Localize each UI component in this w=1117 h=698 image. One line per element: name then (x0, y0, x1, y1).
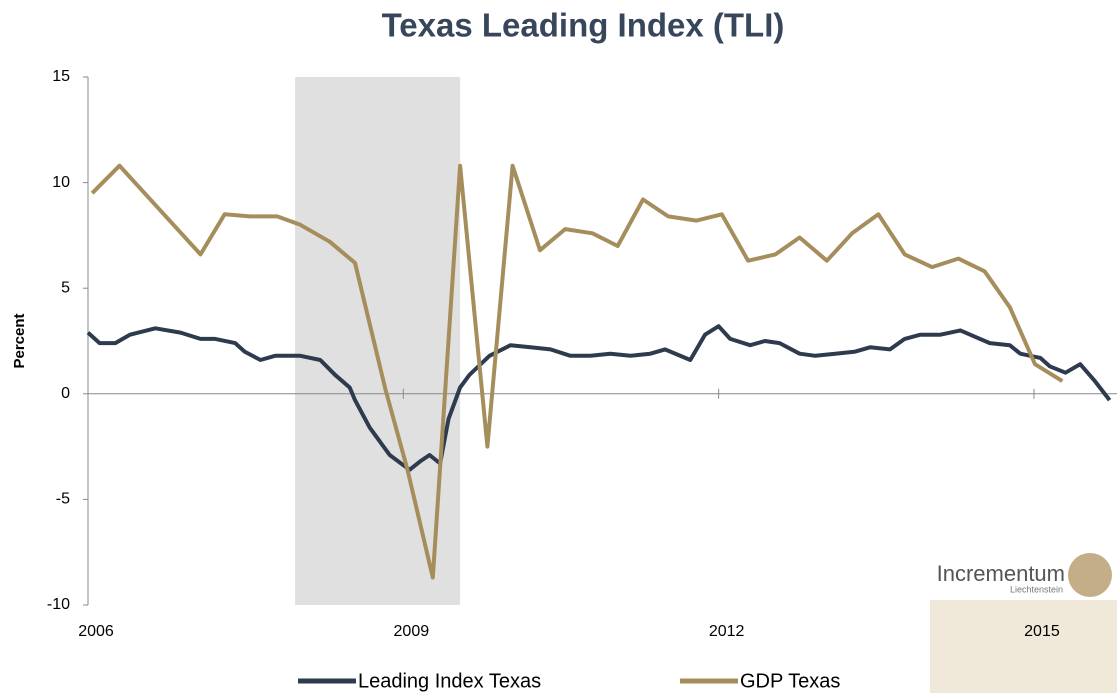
x-tick-label: 2006 (78, 623, 114, 640)
y-tick-label: 15 (52, 68, 70, 85)
y-tick-label: 5 (61, 279, 70, 296)
chart-title: Texas Leading Index (TLI) (382, 7, 785, 44)
watermark-name: Incrementum (937, 561, 1065, 586)
y-tick-label: -10 (47, 596, 70, 613)
watermark-tree (1068, 553, 1112, 597)
watermark-texture (930, 600, 1117, 693)
legend-label: Leading Index Texas (358, 670, 541, 692)
y-tick-label: 10 (52, 174, 70, 191)
line-series (92, 166, 1062, 578)
line-series (88, 326, 1110, 470)
x-tick-label: 2012 (709, 623, 745, 640)
y-tick-label: -5 (56, 491, 70, 508)
chart: Texas Leading Index (TLI) Percent Increm… (0, 0, 1117, 693)
x-tick-label: 2015 (1024, 623, 1060, 640)
x-tick-label: 2009 (394, 623, 430, 640)
legend-label: GDP Texas (740, 670, 840, 692)
y-axis-label: Percent (11, 313, 28, 368)
watermark-subtitle: Liechtenstein (1010, 584, 1063, 594)
y-tick-label: 0 (61, 385, 70, 402)
